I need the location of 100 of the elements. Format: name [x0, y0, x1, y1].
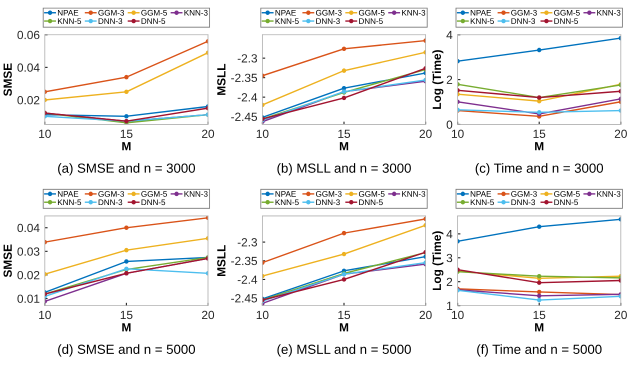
legend-label: GGM-3: [511, 191, 537, 197]
y-tick-label: 4: [446, 30, 452, 40]
y-tick-label: -2.4: [238, 275, 258, 284]
y-tick-label: 0.03: [17, 247, 40, 256]
legend-label: KNN-3: [597, 191, 620, 197]
y-tick-label: -2.3: [238, 238, 258, 246]
legend-label: DNN-3: [98, 199, 122, 206]
y-tick-label: -2.45: [231, 294, 258, 303]
legend-label: KNN-5: [276, 200, 299, 206]
legend-label: GGM-3: [511, 10, 537, 16]
legend-label: DNN-5: [142, 200, 166, 206]
y-tick-label: 0.01: [17, 294, 40, 303]
y-tick-label: 2: [446, 278, 452, 286]
x-tick-label: 10: [452, 310, 464, 320]
legend-label: DNN-5: [359, 200, 383, 206]
x-tick-label: 20: [420, 310, 432, 320]
y-axis-title: SMSE: [3, 63, 12, 96]
y-tick-label: 1: [447, 302, 452, 310]
legend-label: DNN-3: [316, 199, 340, 206]
legend-label: KNN-3: [184, 191, 208, 197]
y-tick-label: 0: [446, 120, 452, 129]
legend-label: GGM-3: [316, 191, 342, 197]
legend-label: KNN-5: [58, 18, 82, 24]
x-axis-title: M: [340, 142, 348, 150]
y-tick-label: 4: [446, 230, 452, 238]
y-tick-label: -2.35: [231, 256, 258, 266]
y-tick-label: 0.02: [17, 96, 40, 104]
x-tick-label: 10: [39, 130, 51, 138]
x-axis-title: M: [535, 142, 544, 150]
text: (d) SMSE and n = 5000: [58, 344, 196, 357]
y-tick-label: -2.3: [238, 54, 258, 63]
legend-label: GGM-3: [98, 191, 124, 197]
legend-label: NPAE: [470, 10, 492, 16]
x-tick-label: 15: [120, 310, 132, 320]
text: (e) MSLL and n = 5000: [277, 344, 411, 357]
y-tick-label: 0.04: [17, 63, 40, 72]
legend-label: DNN-3: [316, 18, 340, 24]
y-axis-title: MSLL: [217, 64, 226, 95]
x-tick-label: 20: [420, 130, 432, 138]
legend-label: GGM-3: [98, 10, 124, 16]
x-tick-label: 15: [120, 130, 132, 138]
legend-label: GGM-5: [554, 10, 580, 16]
x-tick-label: 10: [452, 130, 464, 138]
legend-label: GGM-5: [141, 10, 167, 16]
text: (f) Time and n = 5000: [477, 344, 602, 357]
legend-label: KNN-3: [402, 10, 426, 16]
y-axis-title: Log (Time): [432, 50, 444, 109]
legend-label: KNN-3: [184, 10, 208, 16]
y-axis-title: Log (Time): [432, 231, 444, 290]
x-tick-label: 20: [202, 310, 214, 320]
legend-label: KNN-5: [58, 200, 82, 206]
x-axis-title: M: [535, 323, 544, 332]
legend-label: KNN-3: [402, 191, 426, 197]
y-tick-label: 0.04: [17, 224, 40, 232]
y-tick-label: -2.4: [238, 93, 258, 102]
x-tick-label: 15: [534, 130, 546, 138]
y-tick-label: 3: [446, 254, 452, 262]
legend-label: NPAE: [58, 191, 78, 197]
legend-label: NPAE: [276, 10, 296, 16]
legend-label: GGM-5: [141, 191, 167, 197]
legend-label: GGM-5: [358, 191, 385, 197]
x-tick-label: 20: [202, 130, 214, 138]
x-tick-label: 10: [256, 310, 269, 320]
legend-label: KNN-5: [470, 200, 494, 206]
legend-label: DNN-5: [142, 18, 166, 24]
x-axis-title: M: [122, 142, 131, 150]
legend-label: KNN-5: [276, 18, 299, 24]
text: (b) MSLL and n = 3000: [277, 163, 411, 176]
text: (a) SMSE and n = 3000: [58, 163, 196, 176]
legend-label: KNN-3: [597, 10, 620, 16]
legend-label: GGM-5: [358, 10, 385, 16]
legend-label: NPAE: [276, 191, 296, 197]
y-tick-label: 0.02: [17, 270, 40, 280]
legend-label: DNN-3: [98, 18, 122, 24]
legend-label: KNN-5: [470, 18, 494, 24]
y-axis-title: SMSE: [3, 244, 12, 278]
y-tick-label: 0.06: [17, 30, 40, 40]
x-tick-label: 15: [338, 310, 350, 320]
x-axis-title: M: [122, 323, 131, 332]
x-tick-label: 15: [338, 130, 350, 138]
y-tick-label: 2: [446, 76, 452, 84]
y-axis-title: MSLL: [217, 245, 226, 276]
legend-label: NPAE: [470, 191, 492, 197]
x-tick-label: 10: [256, 130, 269, 138]
y-tick-label: -2.45: [231, 112, 258, 122]
x-tick-label: 15: [534, 310, 546, 320]
x-tick-label: 10: [39, 310, 51, 320]
text: (c) Time and n = 3000: [476, 163, 604, 176]
legend-label: DNN-5: [554, 18, 578, 24]
x-tick-label: 20: [614, 310, 627, 320]
y-tick-label: -2.35: [231, 74, 258, 82]
legend-label: GGM-5: [554, 191, 580, 197]
legend-label: DNN-5: [359, 18, 383, 24]
legend-label: NPAE: [58, 10, 78, 16]
legend-label: GGM-3: [316, 10, 342, 16]
legend-label: DNN-5: [554, 200, 578, 206]
legend-label: DNN-3: [511, 199, 536, 206]
x-axis-title: M: [340, 323, 348, 332]
x-tick-label: 20: [614, 130, 627, 138]
legend-label: DNN-3: [511, 18, 536, 24]
